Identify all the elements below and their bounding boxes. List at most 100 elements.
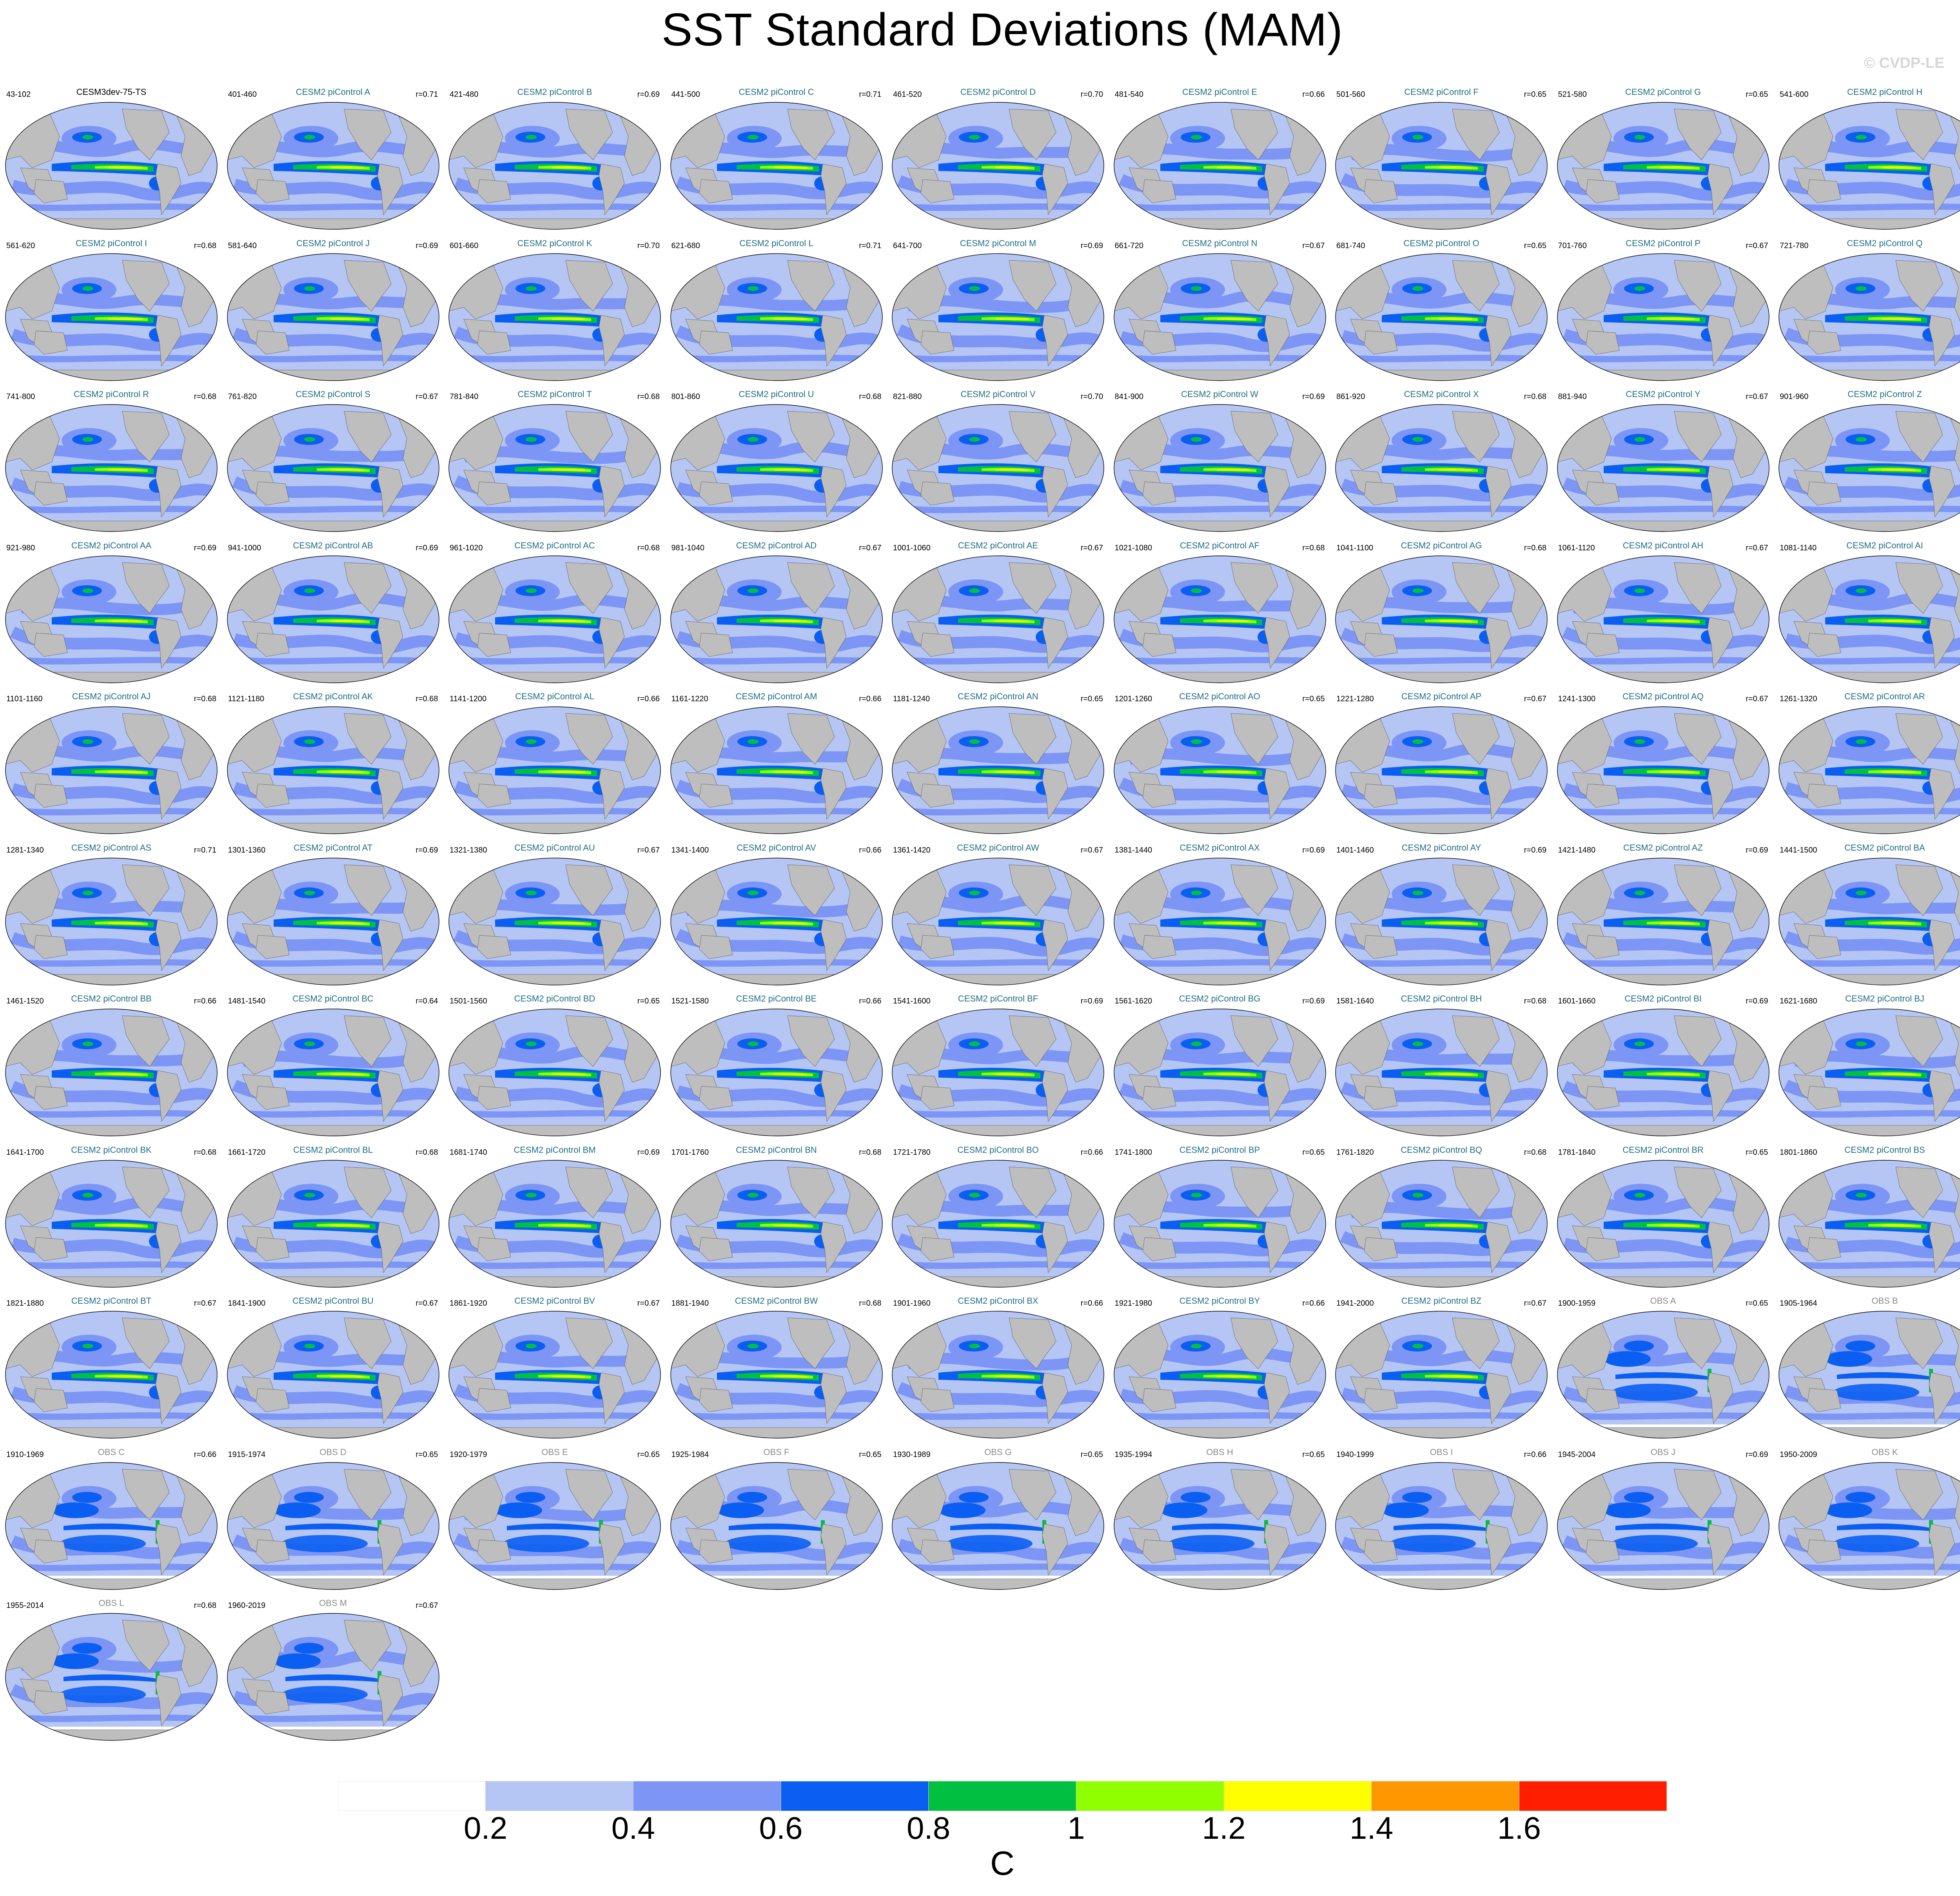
- sst-map: [892, 1159, 1104, 1288]
- panel-title: CESM2 piControl K: [517, 238, 592, 248]
- panel-years: 1601-1660: [1558, 997, 1596, 1005]
- panel-title: CESM2 piControl R: [74, 389, 149, 399]
- sst-map: [892, 1311, 1104, 1439]
- panel-correlation: r=0.66: [1080, 1148, 1103, 1157]
- panel-title: CESM2 piControl AA: [71, 540, 152, 550]
- panel-years: 1945-2004: [1558, 1450, 1596, 1459]
- map-panel: OBS H 1935-1994 r=0.65: [1110, 1447, 1330, 1600]
- panel-years: 1621-1680: [1780, 997, 1817, 1005]
- map-panel: OBS A 1900-1959 r=0.65: [1553, 1296, 1773, 1449]
- map-panel: CESM2 piControl AJ 1101-1160 r=0.68: [2, 691, 221, 845]
- panel-title: CESM2 piControl BD: [514, 994, 595, 1003]
- panel-title: CESM2 piControl AM: [735, 691, 817, 701]
- map-panel: OBS G 1930-1989 r=0.65: [888, 1447, 1108, 1600]
- map-panel: CESM2 piControl AO 1201-1260 r=0.65: [1110, 691, 1330, 845]
- panel-years: 1641-1700: [6, 1148, 44, 1157]
- panel-correlation: r=0.69: [637, 1148, 660, 1157]
- panel-correlation: r=0.68: [194, 1148, 216, 1157]
- sst-map: [1779, 1009, 1960, 1136]
- panel-years: 881-940: [1558, 392, 1587, 401]
- panel-correlation: r=0.65: [1302, 695, 1325, 703]
- sst-map: [670, 253, 883, 381]
- panel-correlation: r=0.68: [1524, 543, 1546, 552]
- panel-correlation: r=0.69: [1524, 845, 1546, 855]
- colorbar: [338, 1781, 1667, 1811]
- panel-correlation: r=0.71: [859, 90, 882, 99]
- panel-correlation: r=0.68: [416, 1148, 438, 1157]
- sst-map: [1113, 1159, 1326, 1288]
- map-panel: CESM2 piControl AS 1281-1340 r=0.71: [2, 843, 221, 996]
- panel-title: CESM2 piControl BU: [292, 1296, 374, 1306]
- panel-correlation: r=0.67: [416, 392, 438, 401]
- sst-map: [1335, 1462, 1548, 1590]
- colorbar-tick-label: 0.4: [611, 1811, 655, 1845]
- sst-map: [5, 555, 218, 683]
- panel-correlation: r=0.67: [637, 1299, 660, 1308]
- panel-years: 621-680: [671, 241, 700, 250]
- sst-map: [227, 857, 439, 985]
- panel-title: CESM2 piControl V: [960, 389, 1036, 399]
- map-panel: CESM2 piControl BD 1501-1560 r=0.65: [445, 994, 664, 1147]
- map-panel: CESM2 piControl R 741-800 r=0.68: [2, 389, 221, 542]
- panel-title: CESM2 piControl BL: [293, 1145, 373, 1155]
- panel-years: 1041-1100: [1336, 543, 1374, 552]
- panel-years: 541-600: [1780, 90, 1809, 99]
- panel-title: CESM2 piControl Q: [1847, 238, 1923, 248]
- panel-title: CESM2 piControl AI: [1846, 540, 1923, 550]
- sst-map: [892, 706, 1104, 834]
- map-panel: CESM2 piControl AC 961-1020 r=0.68: [445, 541, 664, 694]
- sst-map: [670, 102, 883, 230]
- sst-map: [1113, 1311, 1326, 1439]
- map-panel: CESM2 piControl BQ 1761-1820 r=0.68: [1332, 1145, 1551, 1298]
- panel-correlation: r=0.66: [1302, 1299, 1325, 1308]
- colorbar-units: C: [990, 1845, 1015, 1882]
- panel-years: 1241-1300: [1558, 695, 1596, 703]
- map-panel: CESM2 piControl BR 1781-1840 r=0.65: [1553, 1145, 1773, 1298]
- sst-map: [1557, 1462, 1769, 1590]
- panel-years: 801-860: [671, 392, 700, 401]
- map-panel: CESM2 piControl A 401-460 r=0.71: [223, 87, 443, 240]
- panel-years: 1801-1860: [1780, 1148, 1817, 1157]
- sst-map: [227, 555, 439, 683]
- panel-correlation: r=0.69: [1746, 1450, 1768, 1459]
- panel-years: 1361-1420: [893, 845, 931, 855]
- panel-title: CESM3dev-75-TS: [76, 87, 147, 97]
- panel-years: 1881-1940: [671, 1299, 709, 1308]
- panel-correlation: r=0.66: [1302, 90, 1325, 99]
- sst-map: [5, 102, 218, 230]
- map-panel: CESM2 piControl AB 941-1000 r=0.69: [223, 541, 443, 694]
- map-panel: CESM3dev-75-TS 43-102: [2, 87, 221, 240]
- map-panel: CESM2 piControl AZ 1421-1480 r=0.69: [1553, 843, 1773, 996]
- sst-map: [1557, 253, 1769, 381]
- map-panel: CESM2 piControl G 521-580 r=0.65: [1553, 87, 1773, 240]
- panel-years: 1581-1640: [1336, 997, 1374, 1005]
- panel-correlation: r=0.71: [416, 90, 438, 99]
- sst-map: [1557, 102, 1769, 230]
- panel-correlation: r=0.67: [1080, 845, 1103, 855]
- sst-map: [670, 1462, 883, 1590]
- panel-years: 641-700: [893, 241, 922, 250]
- sst-map: [1335, 555, 1548, 683]
- panel-years: 1960-2019: [228, 1601, 266, 1610]
- panel-correlation: r=0.69: [1746, 845, 1768, 855]
- sst-map: [448, 555, 661, 683]
- sst-map: [670, 555, 883, 683]
- panel-years: 1721-1780: [893, 1148, 931, 1157]
- panel-title: CESM2 piControl AN: [958, 691, 1038, 701]
- map-panel: CESM2 piControl BH 1581-1640 r=0.68: [1332, 994, 1551, 1147]
- sst-map: [1113, 404, 1326, 532]
- sst-map: [1113, 1009, 1326, 1136]
- sst-map: [670, 1009, 883, 1136]
- panel-title: CESM2 piControl N: [1182, 238, 1258, 248]
- panel-years: 1541-1600: [893, 997, 931, 1005]
- panel-title: OBS K: [1871, 1447, 1898, 1457]
- sst-map: [227, 253, 439, 381]
- sst-map: [1779, 857, 1960, 985]
- map-panel: OBS M 1960-2019 r=0.67: [223, 1598, 443, 1751]
- panel-title: CESM2 piControl A: [296, 87, 370, 97]
- sst-map: [1335, 1311, 1548, 1439]
- panel-years: 501-560: [1336, 90, 1365, 99]
- sst-map: [892, 102, 1104, 230]
- panel-title: CESM2 piControl AK: [293, 691, 373, 701]
